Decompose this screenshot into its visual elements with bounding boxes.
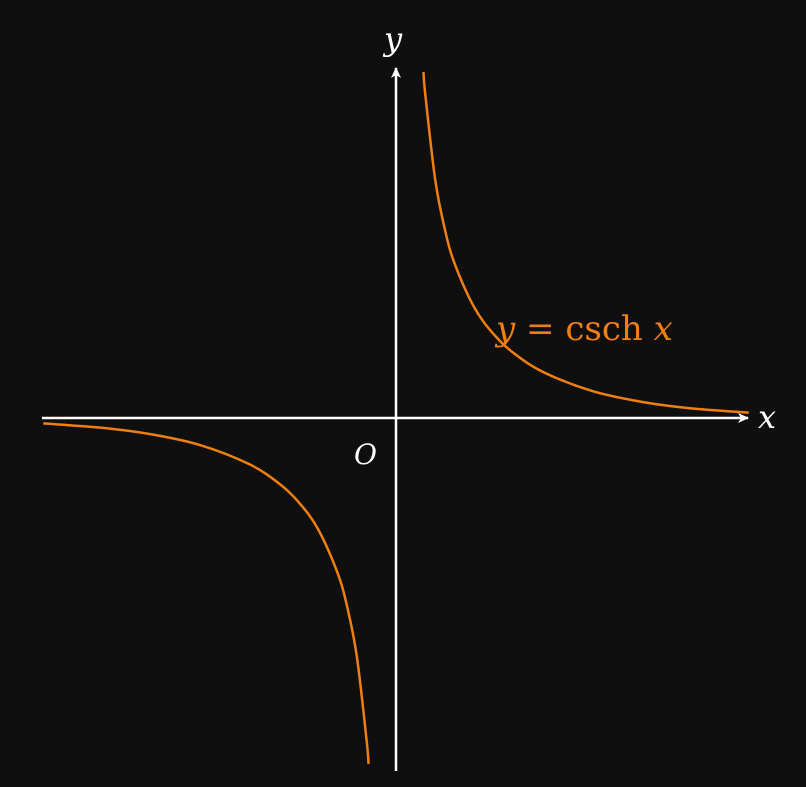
curve-branch-negative [43, 422, 370, 765]
equation-equals: = [515, 309, 565, 349]
y-axis-label: y [382, 20, 403, 58]
equation-function: csch [565, 309, 642, 349]
equation-arg: x [643, 309, 673, 349]
curve-branch-positive [422, 71, 749, 414]
x-axis-label: x [758, 398, 776, 436]
equation-lhs: y [494, 309, 516, 349]
origin-label: O [354, 438, 377, 471]
curve-equation-label: y = csch x [494, 309, 673, 349]
